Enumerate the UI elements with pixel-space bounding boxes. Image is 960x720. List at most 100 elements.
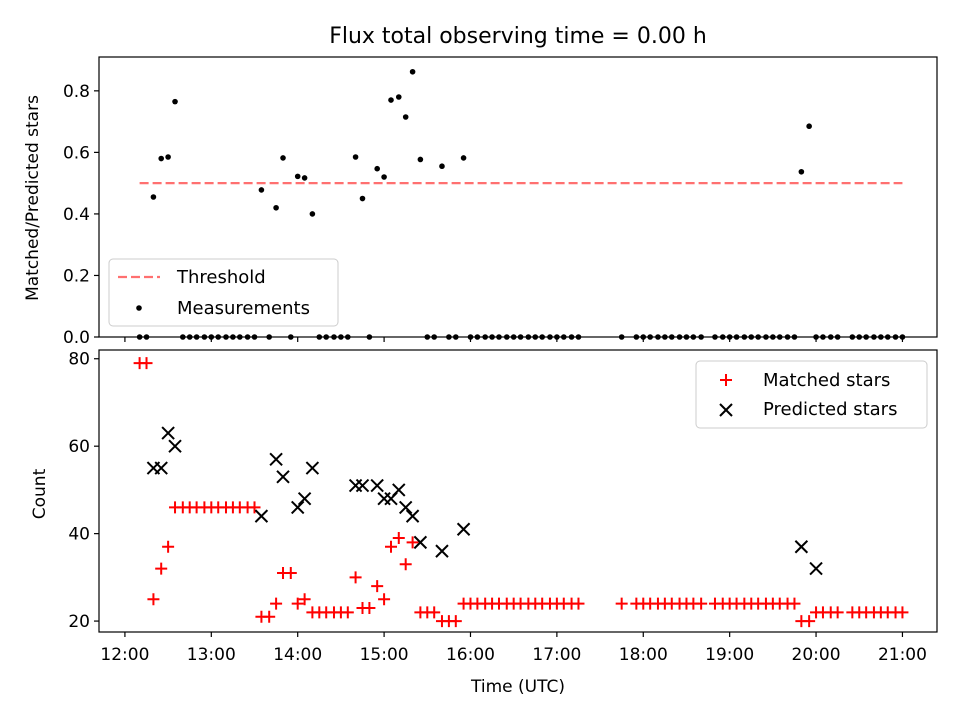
matched-point xyxy=(155,562,168,575)
predicted-point xyxy=(269,452,283,467)
predicted-point xyxy=(154,461,168,475)
legend-measurements-swatch xyxy=(136,305,142,311)
y-tick-label: 0.6 xyxy=(63,143,90,163)
matched-point xyxy=(392,532,405,544)
predicted-point xyxy=(435,544,449,558)
measurement-point xyxy=(150,194,157,200)
x-tick-label: 20:00 xyxy=(792,645,841,665)
matched-point xyxy=(298,593,311,606)
top-legend: Threshold Measurements xyxy=(108,258,339,327)
matched-point xyxy=(385,540,398,553)
measurement-point xyxy=(806,123,812,130)
matched-point xyxy=(428,606,441,619)
matched-point xyxy=(572,597,585,610)
y-tick-label: 80 xyxy=(68,350,90,370)
matched-point xyxy=(399,558,412,571)
predicted-point xyxy=(392,483,406,497)
measurement-point xyxy=(460,155,467,161)
predicted-point xyxy=(794,540,809,554)
matched-point xyxy=(147,593,160,606)
x-tick-label: 12:00 xyxy=(100,645,149,665)
predicted-point xyxy=(370,478,384,493)
y-tick-label: 0.2 xyxy=(63,266,90,286)
predicted-point xyxy=(297,491,312,506)
predicted-point xyxy=(809,561,823,576)
matched-point xyxy=(406,536,419,549)
measurement-point xyxy=(439,163,445,170)
predicted-point xyxy=(398,500,413,515)
measurement-point xyxy=(798,168,805,175)
predicted-point xyxy=(254,509,269,523)
matched-point xyxy=(248,501,261,514)
measurement-point xyxy=(359,195,366,202)
y-tick-label: 0.8 xyxy=(63,82,90,102)
legend-matched-label: Matched stars xyxy=(763,370,890,391)
matched-point xyxy=(291,597,304,610)
x-tick-label: 16:00 xyxy=(446,645,495,665)
x-tick-label: 15:00 xyxy=(360,645,409,665)
y-tick-label: 0.4 xyxy=(63,205,90,225)
bottom-axis-ticks: 20 40 60 80 12:00 13:00 14:00 15:00 16:00 17:00 18… xyxy=(68,350,927,665)
matched-point xyxy=(449,615,462,628)
matched-point xyxy=(695,597,708,610)
matched-point xyxy=(788,597,801,610)
matched-point xyxy=(896,606,909,619)
y-tick-label: 40 xyxy=(68,525,90,545)
x-tick-label: 21:00 xyxy=(878,645,927,665)
matched-point xyxy=(341,606,354,619)
predicted-point xyxy=(168,439,182,453)
predicted-point xyxy=(456,522,471,536)
bottom-legend: Matched stars Predicted stars xyxy=(695,360,928,429)
matched-point xyxy=(615,597,628,610)
matched-point xyxy=(270,597,283,610)
top-legend-box xyxy=(108,258,339,327)
matched-point xyxy=(378,593,391,606)
top-axis-ticks: 0.0 0.2 0.4 0.6 0.8 xyxy=(63,82,904,348)
bottom-plot-frame xyxy=(98,349,938,633)
measurement-point xyxy=(374,165,380,172)
count-panel: Count Time (UTC) 20 40 60 80 12:00 13:00 14:00… xyxy=(30,349,938,697)
bottom-legend-box xyxy=(695,360,928,429)
x-axis-label: Time (UTC) xyxy=(470,677,565,697)
measurement-point xyxy=(352,154,359,160)
x-tick-label: 14:00 xyxy=(273,645,322,665)
top-plot-frame xyxy=(98,56,938,338)
predicted-point xyxy=(355,478,370,493)
measurement-point xyxy=(158,155,165,162)
predicted-point xyxy=(305,461,320,475)
predicted-point xyxy=(161,426,175,440)
y-tick-label: 20 xyxy=(68,612,90,632)
y-tick-label: 0.0 xyxy=(63,328,90,348)
predicted-point xyxy=(290,500,305,515)
measurement-point xyxy=(273,204,279,211)
measurement-point xyxy=(395,94,402,100)
measurement-point xyxy=(409,68,416,75)
matched-point xyxy=(162,540,175,553)
y-axis-label-count: Count xyxy=(30,468,50,519)
measurement-point xyxy=(294,173,301,180)
flux-ratio-panel: Flux total observing time = 0.00 h Match… xyxy=(23,24,938,348)
measurement-point xyxy=(381,174,387,180)
legend-threshold-label: Threshold xyxy=(176,267,266,288)
legend-measurements-label: Measurements xyxy=(177,298,310,319)
x-tick-label: 18:00 xyxy=(619,645,668,665)
chart-title: Flux total observing time = 0.00 h xyxy=(329,24,707,49)
y-tick-label: 60 xyxy=(68,437,90,457)
measurement-point xyxy=(309,211,316,217)
measurement-point xyxy=(301,175,308,181)
matched-point xyxy=(349,571,362,584)
matched-point xyxy=(140,357,153,370)
measurement-point xyxy=(165,154,171,160)
legend-matched-swatch xyxy=(720,374,732,386)
matched-point xyxy=(363,601,376,614)
measurement-point xyxy=(280,155,286,161)
measurement-point xyxy=(258,187,265,193)
legend-predicted-label: Predicted stars xyxy=(763,399,897,420)
matched-point xyxy=(371,580,384,593)
measurement-point xyxy=(402,114,409,120)
measurement-point xyxy=(172,98,178,105)
y-axis-label-ratio: Matched/Predicted stars xyxy=(23,95,43,301)
x-tick-label: 17:00 xyxy=(532,645,581,665)
